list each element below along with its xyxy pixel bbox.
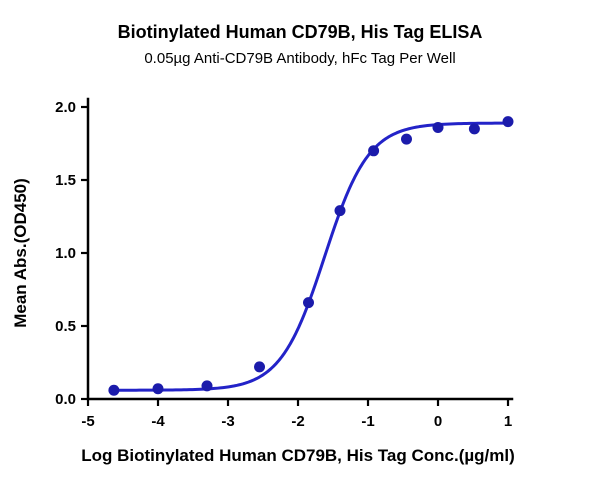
x-tick-label: -1	[361, 413, 374, 430]
y-tick-label: 2.0	[55, 99, 76, 116]
x-tick-label: 1	[504, 413, 512, 430]
chart-subtitle: 0.05µg Anti-CD79B Antibody, hFc Tag Per …	[144, 50, 456, 67]
chart-axes	[86, 97, 514, 401]
data-point	[368, 145, 380, 157]
x-tick-label: 0	[434, 413, 442, 430]
y-axis-label: Mean Abs.(OD450)	[11, 178, 30, 328]
x-tick-label: -3	[221, 413, 234, 430]
x-tick-label: -2	[291, 413, 304, 430]
y-tick-label: 0.0	[55, 391, 76, 408]
data-point	[334, 205, 346, 217]
x-tick-label: -5	[81, 413, 94, 430]
x-tick-label: -4	[151, 413, 165, 430]
x-axis-label: Log Biotinylated Human CD79B, His Tag Co…	[81, 446, 515, 465]
data-point	[152, 383, 164, 395]
data-point	[201, 380, 213, 392]
figure-header: Biotinylated Human CD79B, His Tag ELISA …	[0, 0, 600, 67]
y-tick-label: 0.5	[55, 318, 76, 335]
data-point	[254, 361, 265, 373]
elisa-chart: -5 -4 -3 -2 -1 0 1 0.0 0.5 1.0 1.5 2.0 Log Biotinyla…	[11, 97, 515, 465]
data-point	[432, 121, 444, 133]
data-point	[502, 116, 514, 128]
data-point	[303, 297, 314, 309]
data-point	[401, 133, 412, 145]
chart-title: Biotinylated Human CD79B, His Tag ELISA	[117, 22, 483, 42]
data-point	[108, 384, 120, 396]
fit-curve	[112, 121, 508, 392]
y-tick-label: 1.5	[55, 172, 76, 189]
data-point	[468, 123, 480, 135]
y-tick-label: 1.0	[55, 245, 76, 262]
